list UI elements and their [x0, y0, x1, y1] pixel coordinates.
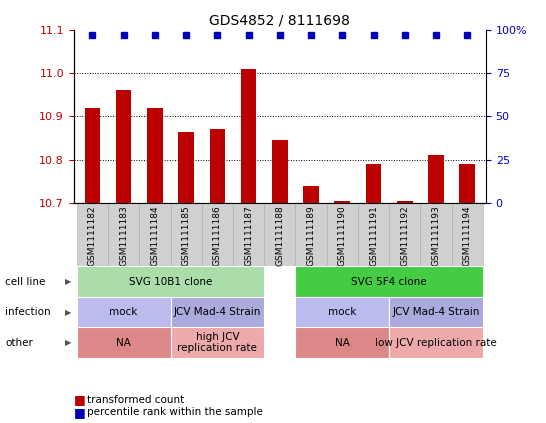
- Text: GSM1111190: GSM1111190: [338, 205, 347, 266]
- Text: JCV Mad-4 Strain: JCV Mad-4 Strain: [392, 307, 479, 317]
- Text: ▶: ▶: [65, 277, 72, 286]
- Bar: [397, 201, 413, 203]
- Bar: [428, 155, 444, 203]
- Bar: [77, 297, 170, 327]
- Title: GDS4852 / 8111698: GDS4852 / 8111698: [209, 13, 351, 27]
- Bar: [264, 203, 295, 266]
- Text: GSM1111185: GSM1111185: [182, 205, 191, 266]
- Bar: [147, 108, 163, 203]
- Bar: [170, 203, 202, 266]
- Bar: [202, 203, 233, 266]
- Bar: [358, 203, 389, 266]
- Text: JCV Mad-4 Strain: JCV Mad-4 Strain: [174, 307, 261, 317]
- Text: GSM1111191: GSM1111191: [369, 205, 378, 266]
- Bar: [108, 203, 139, 266]
- Text: cell line: cell line: [5, 277, 46, 287]
- Bar: [389, 297, 483, 327]
- Bar: [233, 203, 264, 266]
- Bar: [327, 203, 358, 266]
- Text: GSM1111189: GSM1111189: [306, 205, 316, 266]
- Text: mock: mock: [328, 307, 357, 317]
- Bar: [389, 203, 420, 266]
- Bar: [420, 203, 452, 266]
- Bar: [452, 203, 483, 266]
- Bar: [295, 266, 483, 297]
- Text: high JCV
replication rate: high JCV replication rate: [177, 332, 257, 354]
- Text: GSM1111194: GSM1111194: [462, 205, 472, 266]
- Bar: [295, 297, 389, 327]
- Text: percentile rank within the sample: percentile rank within the sample: [87, 407, 263, 418]
- Text: mock: mock: [110, 307, 138, 317]
- Text: infection: infection: [5, 307, 51, 317]
- Text: other: other: [5, 338, 33, 348]
- Bar: [389, 327, 483, 358]
- Text: GSM1111192: GSM1111192: [400, 205, 410, 266]
- Text: GSM1111193: GSM1111193: [431, 205, 441, 266]
- Text: ▶: ▶: [65, 338, 72, 347]
- Bar: [139, 203, 170, 266]
- Bar: [241, 69, 257, 203]
- Bar: [170, 297, 264, 327]
- Bar: [295, 203, 327, 266]
- Text: ■: ■: [74, 406, 86, 419]
- Text: GSM1111183: GSM1111183: [119, 205, 128, 266]
- Bar: [170, 327, 264, 358]
- Text: GSM1111187: GSM1111187: [244, 205, 253, 266]
- Bar: [77, 266, 264, 297]
- Text: SVG 5F4 clone: SVG 5F4 clone: [351, 277, 427, 287]
- Bar: [77, 203, 108, 266]
- Text: ▶: ▶: [65, 308, 72, 317]
- Text: NA: NA: [335, 338, 350, 348]
- Text: GSM1111182: GSM1111182: [88, 205, 97, 266]
- Bar: [335, 201, 350, 203]
- Text: SVG 10B1 clone: SVG 10B1 clone: [129, 277, 212, 287]
- Bar: [303, 186, 319, 203]
- Text: GSM1111188: GSM1111188: [275, 205, 284, 266]
- Text: low JCV replication rate: low JCV replication rate: [375, 338, 497, 348]
- Text: ■: ■: [74, 393, 86, 406]
- Bar: [179, 132, 194, 203]
- Text: transformed count: transformed count: [87, 395, 185, 405]
- Bar: [85, 108, 100, 203]
- Text: GSM1111184: GSM1111184: [150, 205, 159, 266]
- Bar: [272, 140, 288, 203]
- Bar: [295, 327, 389, 358]
- Bar: [210, 129, 225, 203]
- Text: GSM1111186: GSM1111186: [213, 205, 222, 266]
- Bar: [459, 164, 475, 203]
- Bar: [77, 327, 170, 358]
- Bar: [116, 91, 132, 203]
- Bar: [366, 164, 381, 203]
- Text: NA: NA: [116, 338, 131, 348]
